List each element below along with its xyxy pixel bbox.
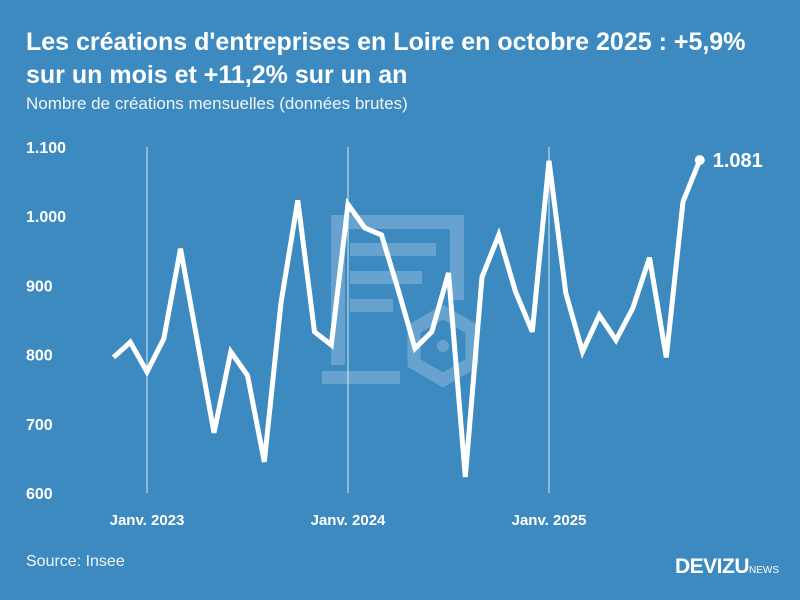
y-tick-label: 1.000	[26, 209, 66, 226]
y-tick-label: 900	[26, 278, 53, 295]
y-tick-label: 800	[26, 348, 53, 365]
x-tick-label: Janv. 2023	[110, 512, 185, 529]
y-tick-label: 600	[26, 486, 53, 503]
chart-subtitle: Nombre de créations mensuelles (données …	[26, 94, 408, 113]
devizu-logo: DEVIZUNEWS	[675, 555, 780, 578]
series-line	[111, 159, 703, 478]
source-note: Source: Insee	[26, 553, 125, 570]
y-tick-label: 700	[26, 417, 53, 434]
x-tick-label: Janv. 2025	[512, 512, 587, 529]
data-point	[694, 155, 705, 166]
y-tick-label: 1.100	[26, 140, 66, 157]
x-tick-label: Janv. 2024	[311, 512, 386, 529]
last-value-label: 1.081	[713, 150, 763, 172]
chart-title: Les créations d'entreprises en Loire en …	[26, 28, 746, 89]
